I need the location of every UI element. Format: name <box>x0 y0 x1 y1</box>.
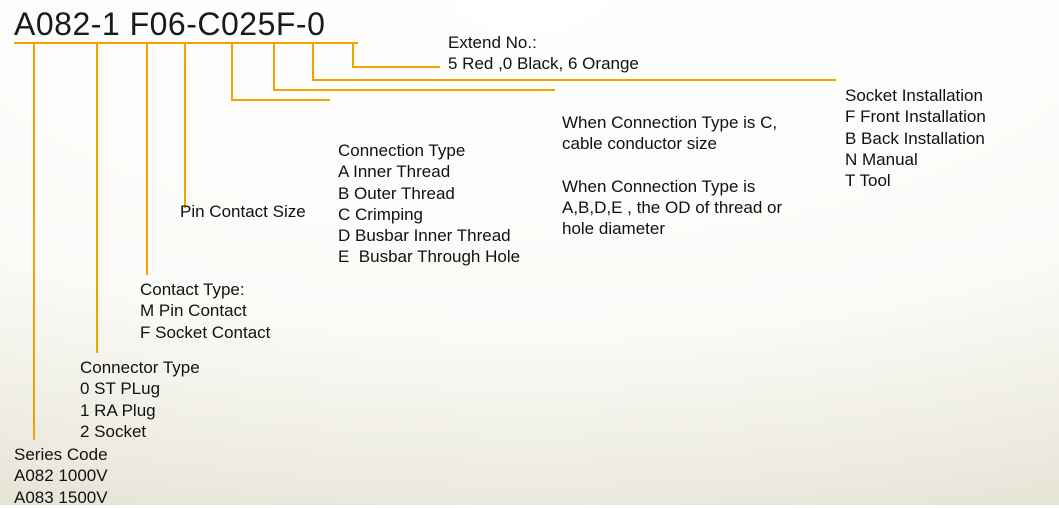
label-contact-type: Contact Type: M Pin Contact F Socket Con… <box>140 279 270 343</box>
label-pin-size: Pin Contact Size <box>180 201 306 222</box>
callout-connection-type <box>232 44 330 100</box>
label-series: Series Code A082 1000V A083 1500V <box>14 444 108 508</box>
label-conductor-size: When Connection Type is C, cable conduct… <box>562 112 782 240</box>
label-socket-install: Socket Installation F Front Installation… <box>845 85 986 191</box>
label-connector-type: Connector Type 0 ST PLug 1 RA Plug 2 Soc… <box>80 357 200 442</box>
label-extend-no: Extend No.: 5 Red ,0 Black, 6 Orange <box>448 32 639 75</box>
label-connection-type: Connection Type A Inner Thread B Outer T… <box>338 140 520 268</box>
callout-extend-no <box>353 44 440 67</box>
